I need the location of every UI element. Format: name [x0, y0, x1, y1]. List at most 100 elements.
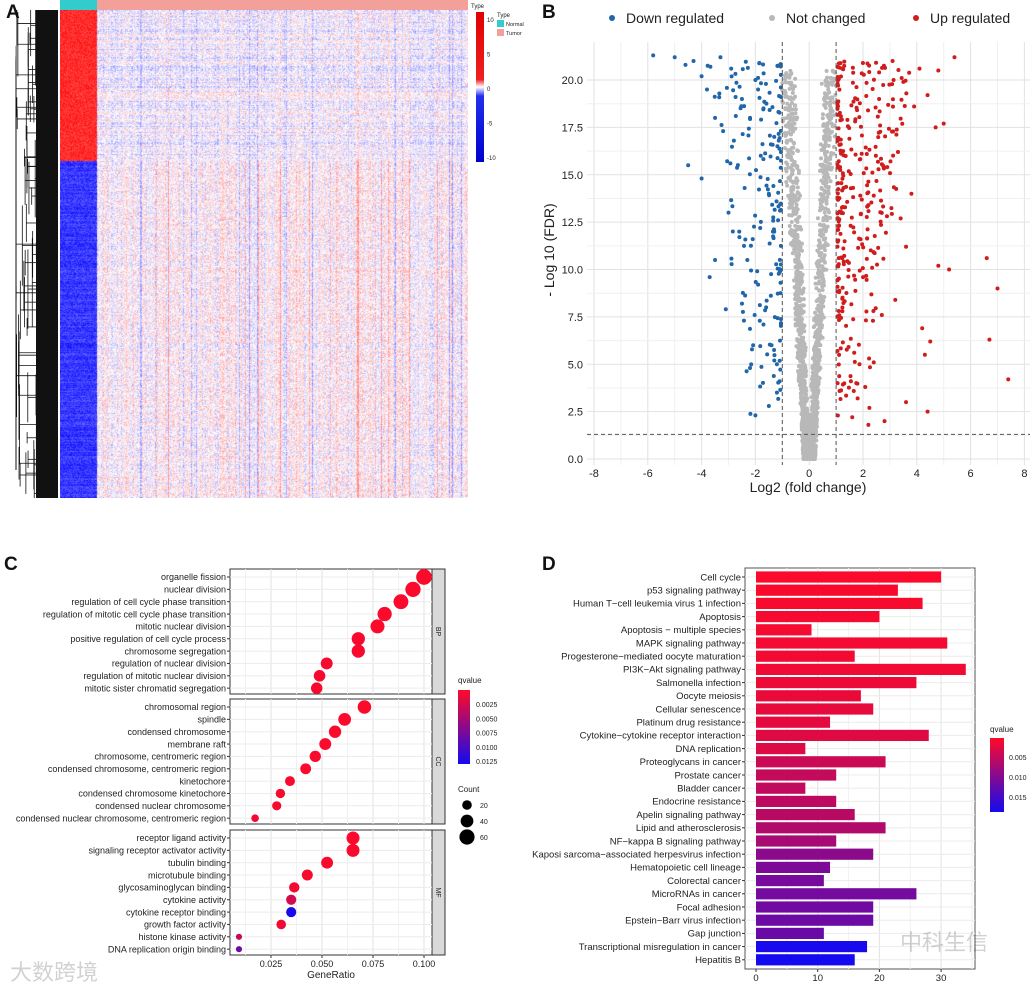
point-not-changed: [789, 111, 794, 116]
term-label: regulation of nuclear division: [112, 659, 226, 669]
point-down-regulated: [749, 268, 754, 273]
point-up-regulated: [933, 125, 938, 130]
term-dot: [286, 894, 297, 905]
point-up-regulated: [846, 267, 851, 272]
point-down-regulated: [750, 237, 755, 242]
point-down-regulated: [746, 126, 751, 131]
point-up-regulated: [861, 245, 866, 250]
point-up-regulated: [835, 413, 840, 418]
point-down-regulated: [777, 136, 782, 141]
point-down-regulated: [770, 105, 775, 110]
term-dot: [321, 856, 334, 869]
bar: [756, 941, 868, 953]
point-down-regulated: [729, 74, 734, 79]
point-up-regulated: [853, 119, 858, 124]
point-up-regulated: [864, 93, 869, 98]
point-not-changed: [821, 281, 826, 286]
bar: [756, 571, 942, 583]
point-down-regulated: [758, 344, 763, 349]
point-up-regulated: [875, 159, 880, 164]
point-up-regulated: [836, 309, 841, 314]
point-not-changed: [827, 156, 832, 161]
term-dot: [235, 933, 243, 940]
legend-label: Up regulated: [930, 10, 1010, 26]
point-up-regulated: [838, 165, 843, 170]
point-not-changed: [796, 247, 801, 252]
term-label: DNA replication origin binding: [108, 944, 226, 954]
point-up-regulated: [899, 97, 904, 102]
point-up-regulated: [941, 121, 946, 126]
point-down-regulated: [759, 81, 764, 86]
point-down-regulated: [777, 146, 782, 151]
term-label: glycosaminoglycan binding: [118, 883, 226, 893]
point-not-changed: [790, 212, 795, 217]
point-down-regulated: [771, 236, 776, 241]
point-up-regulated: [864, 215, 869, 220]
point-up-regulated: [863, 385, 868, 390]
point-not-changed: [793, 317, 798, 322]
point-up-regulated: [859, 133, 864, 138]
point-not-changed: [826, 134, 831, 139]
y-axis-title: - Log 10 (FDR): [541, 203, 557, 296]
point-up-regulated: [846, 260, 851, 265]
point-up-regulated: [845, 124, 850, 129]
point-up-regulated: [840, 285, 845, 290]
bar: [756, 716, 831, 728]
x-tick-label: 0.100: [413, 959, 436, 969]
point-up-regulated: [839, 181, 844, 186]
point-not-changed: [816, 267, 821, 272]
category-label-line: Gap junction: [688, 929, 741, 940]
point-down-regulated: [767, 108, 772, 113]
point-up-regulated: [851, 99, 856, 104]
point-down-regulated: [758, 153, 763, 158]
point-up-regulated: [879, 222, 884, 227]
point-down-regulated: [771, 227, 776, 232]
point-not-changed: [784, 124, 789, 129]
point-not-changed: [786, 176, 791, 181]
point-down-regulated: [740, 290, 745, 295]
point-up-regulated: [866, 209, 871, 214]
point-down-regulated: [705, 63, 710, 68]
point-down-regulated: [767, 241, 772, 246]
point-down-regulated: [757, 318, 762, 323]
y-tick-label: 15.0: [562, 170, 583, 182]
point-down-regulated: [761, 62, 766, 67]
point-not-changed: [818, 280, 823, 285]
point-not-changed: [787, 123, 792, 128]
y-tick-label: 12.5: [562, 217, 583, 229]
point-not-changed: [801, 303, 806, 308]
point-not-changed: [820, 205, 825, 210]
term-dot: [289, 882, 300, 893]
point-down-regulated: [743, 293, 748, 298]
point-not-changed: [820, 300, 825, 305]
point-not-changed: [828, 75, 833, 80]
point-up-regulated: [853, 288, 858, 293]
point-not-changed: [814, 424, 819, 429]
point-down-regulated: [765, 352, 770, 357]
point-not-changed: [795, 190, 800, 195]
point-up-regulated: [836, 187, 841, 192]
point-not-changed: [801, 325, 806, 330]
bar: [756, 650, 855, 662]
point-down-regulated: [763, 308, 768, 313]
point-not-changed: [799, 320, 804, 325]
point-not-changed: [802, 412, 807, 417]
point-not-changed: [826, 143, 831, 148]
qvalue-colorbar: [990, 738, 1004, 812]
point-down-regulated: [721, 129, 726, 134]
point-not-changed: [810, 399, 815, 404]
point-up-regulated: [995, 286, 1000, 291]
point-up-regulated: [882, 419, 887, 424]
point-down-regulated: [699, 74, 704, 79]
point-up-regulated: [871, 193, 876, 198]
point-not-changed: [798, 291, 803, 296]
point-down-regulated: [751, 224, 756, 229]
point-not-changed: [801, 309, 806, 314]
qvalue-tick-label: 0.015: [1009, 795, 1027, 802]
point-not-changed: [817, 253, 822, 258]
term-label: kinetochore: [179, 776, 226, 786]
point-not-changed: [818, 343, 823, 348]
bar: [756, 597, 923, 609]
point-down-regulated: [742, 104, 747, 109]
point-down-regulated: [778, 280, 783, 285]
